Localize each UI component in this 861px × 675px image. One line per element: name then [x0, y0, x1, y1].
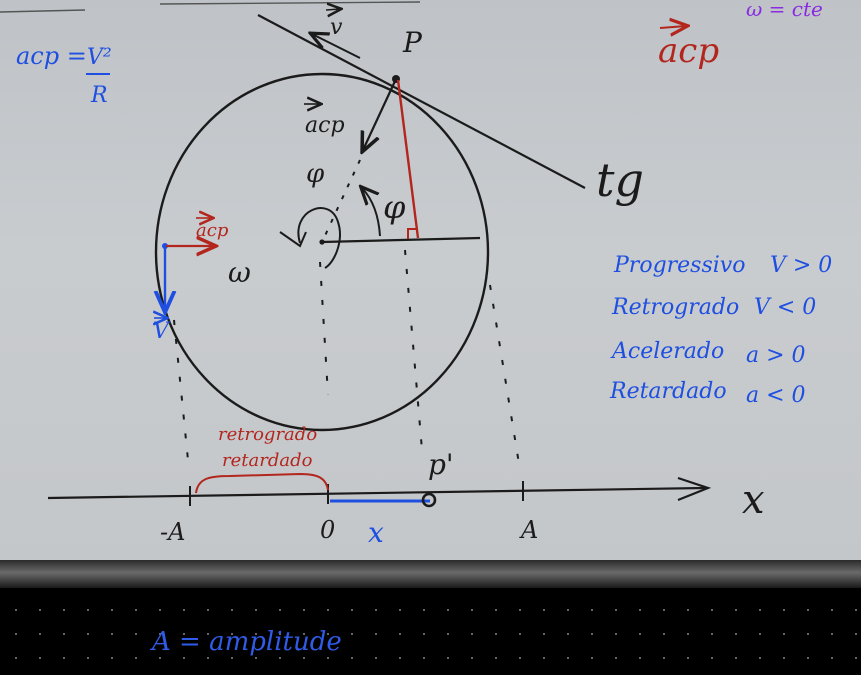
formula-numerator: V²	[87, 45, 112, 70]
omega-constant-note: ω = cte	[746, 0, 823, 21]
amplitude-note: A = amplitude	[150, 627, 342, 657]
label-phi-left: φ	[306, 159, 325, 189]
legend-condition-acelerado: a > 0	[746, 343, 806, 368]
reference-circle	[154, 72, 490, 432]
formula-denominator: R	[90, 83, 108, 108]
label-tangent: tg	[596, 153, 644, 207]
legend-name-retrogrado: Retrogrado	[611, 295, 739, 320]
projection-line-red	[396, 79, 420, 239]
radius-dashed	[322, 159, 361, 241]
phi-arc	[362, 188, 381, 237]
projection-plus-a	[489, 284, 521, 471]
legend-condition-retardado: a < 0	[746, 383, 806, 408]
label-x-axis: x	[742, 477, 765, 523]
x-axis-arrowhead	[677, 476, 712, 502]
label-origin: 0	[320, 516, 335, 544]
legend-condition-progressivo: V > 0	[770, 253, 832, 278]
legend-name-acelerado: Acelerado	[610, 339, 724, 364]
board-mark	[0, 9, 86, 13]
acp-vector-bar-top-right	[659, 26, 686, 28]
board-marker-tray	[0, 560, 861, 588]
right-angle-mark	[407, 228, 418, 239]
label-omega: ω	[228, 256, 251, 289]
label-phi-right: φ	[383, 188, 406, 226]
region-label-line1: retrogrado	[218, 424, 317, 445]
legend-condition-retrogrado: V < 0	[754, 295, 816, 320]
projection-origin	[319, 261, 329, 396]
formula-lhs: acp =	[16, 42, 87, 70]
v-vector-bar-top	[325, 9, 340, 10]
projection-p-prime	[404, 249, 423, 451]
label-velocity-top: v	[330, 15, 343, 40]
label-plus-a: A	[519, 516, 538, 544]
centripetal-arrow	[363, 78, 397, 150]
x-axis	[47, 486, 706, 500]
left-point	[162, 243, 168, 249]
label-acp-left: acp	[196, 220, 229, 241]
label-x-value: x	[368, 516, 384, 549]
whiteboard	[0, 0, 861, 563]
label-p-prime: p'	[428, 448, 454, 481]
point-p-prime	[421, 492, 437, 508]
region-label-line2: retardado	[222, 450, 313, 471]
label-minus-a: -A	[160, 518, 185, 546]
label-point-p: P	[402, 26, 423, 59]
label-velocity-left: V	[153, 319, 171, 344]
omega-arc	[297, 207, 341, 269]
legend-name-progressivo: Progressivo	[613, 253, 745, 278]
horizontal-radius	[321, 236, 481, 244]
legend-name-retardado: Retardado	[609, 379, 727, 404]
label-acp-center: acp	[305, 113, 345, 138]
region-bracket	[195, 472, 329, 494]
omega-arrowhead	[279, 231, 307, 248]
projection-minus-a	[173, 319, 190, 471]
board-mark	[159, 1, 421, 5]
velocity-arrow-top	[312, 34, 361, 59]
acp-label-top-right: acp	[658, 31, 719, 71]
center-point	[319, 239, 325, 245]
dotted-notes-area	[0, 588, 861, 675]
